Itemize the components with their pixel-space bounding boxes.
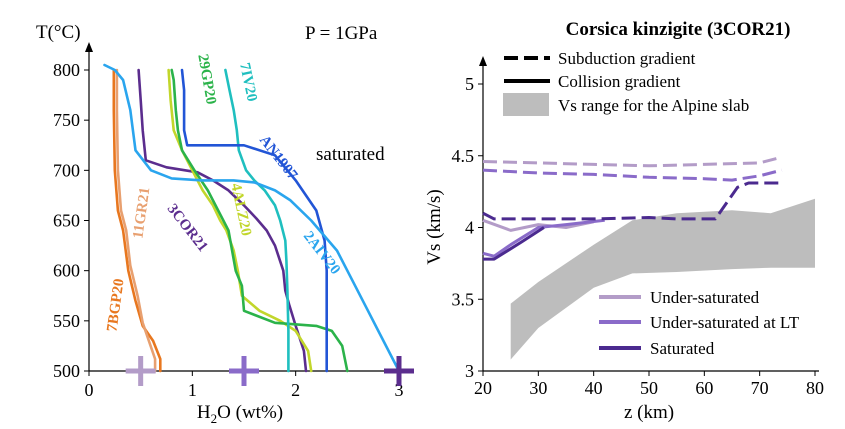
saturated-annotation: saturated (316, 144, 385, 165)
right-x-tick-label: 50 (640, 378, 658, 398)
series-dashed-saturated (482, 181, 782, 221)
curve-label-4ALZ20: 4ALZ20 (227, 182, 254, 238)
left-x-axis-label-rest: O (wt%) (217, 402, 283, 423)
left-y-tick-label: 500 (53, 361, 80, 381)
left-y-tick-label: 550 (53, 311, 80, 331)
right-y-axis-arrow (479, 56, 487, 66)
right-y-tick-label: 3 (465, 361, 474, 381)
left-x-tick-label: 2 (291, 380, 300, 400)
curve-3COR21 (137, 68, 308, 373)
left-y-axis-label: T(°C) (36, 22, 81, 43)
left-y-tick-label: 650 (53, 211, 80, 231)
left-x-axis-label: H2O (wt%) (197, 402, 283, 426)
curve-label-7IV20: 7IV20 (236, 61, 260, 103)
pressure-annotation: P = 1GPa (305, 23, 378, 44)
curve-2AIV20 (103, 63, 401, 373)
curve-7IV20 (224, 68, 290, 373)
right-chart-panel: Corsica kinzigite (3COR21) 3 3.5 4 4.5 5 20 30 4… (424, 19, 824, 423)
curve-AN1907 (180, 68, 328, 373)
legend-series-label-0: Under-saturated (650, 288, 760, 307)
curve-label-11GR21: 11GR21 (130, 186, 153, 239)
right-y-tick-label: 4.5 (452, 146, 475, 166)
curve-label-7BGP20: 7BGP20 (104, 278, 127, 333)
series-solid-under_saturated (482, 218, 595, 232)
curve-label-3COR21: 3COR21 (164, 201, 211, 255)
left-y-tick-label: 600 (53, 261, 80, 281)
left-y-tick-label: 750 (53, 110, 80, 130)
series-dashed-under_saturated (482, 155, 783, 168)
legend-collision-label: Collision gradient (558, 72, 681, 91)
curve-29GP20 (170, 68, 349, 373)
right-x-tick-label: 20 (474, 378, 492, 398)
right-chart-title: Corsica kinzigite (3COR21) (566, 19, 791, 40)
right-x-tick-label: 40 (585, 378, 603, 398)
left-x-tick-label: 1 (188, 380, 197, 400)
alpine-slab-band (510, 198, 815, 360)
left-y-axis-arrow (85, 42, 93, 52)
right-x-tick-label: 80 (806, 378, 824, 398)
curve-label-2AIV20: 2AIV20 (300, 229, 343, 278)
left-y-tick-label: 800 (53, 60, 80, 80)
right-x-tick-label: 30 (529, 378, 547, 398)
right-y-tick-label: 3.5 (452, 289, 475, 309)
series-solid-saturated (483, 226, 545, 261)
left-x-axis-label-main: H (197, 402, 211, 423)
curve-label-AN1907: AN1907 (256, 133, 301, 184)
left-y-tick-label: 700 (53, 160, 80, 180)
left-x-tick-label: 3 (395, 380, 404, 400)
right-y-tick-label: 4 (465, 218, 474, 238)
series-dashed-under_saturated_lt (482, 168, 783, 182)
curve-label-29GP20: 29GP20 (194, 53, 219, 106)
series-solid-under_saturated_lt (482, 218, 605, 258)
legend-band-label: Vs range for the Alpine slab (558, 96, 749, 115)
right-y-axis-label: Vs (km/s) (424, 189, 445, 264)
right-y-tick-label: 5 (465, 74, 474, 94)
legend-series-label-1: Under-saturated at LT (650, 313, 800, 332)
legend-series-label-2: Saturated (650, 339, 715, 358)
right-x-tick-label: 60 (695, 378, 713, 398)
left-x-axis-label-sub: 2 (211, 411, 218, 426)
legend-subduction-label: Subduction gradient (558, 49, 696, 68)
curve-7BGP20 (112, 68, 162, 373)
legend-band-swatch (503, 93, 549, 116)
right-x-axis-label: z (km) (624, 402, 674, 423)
left-x-tick-label: 0 (85, 380, 94, 400)
right-x-tick-label: 70 (751, 378, 769, 398)
curve-11GR21 (115, 68, 157, 373)
